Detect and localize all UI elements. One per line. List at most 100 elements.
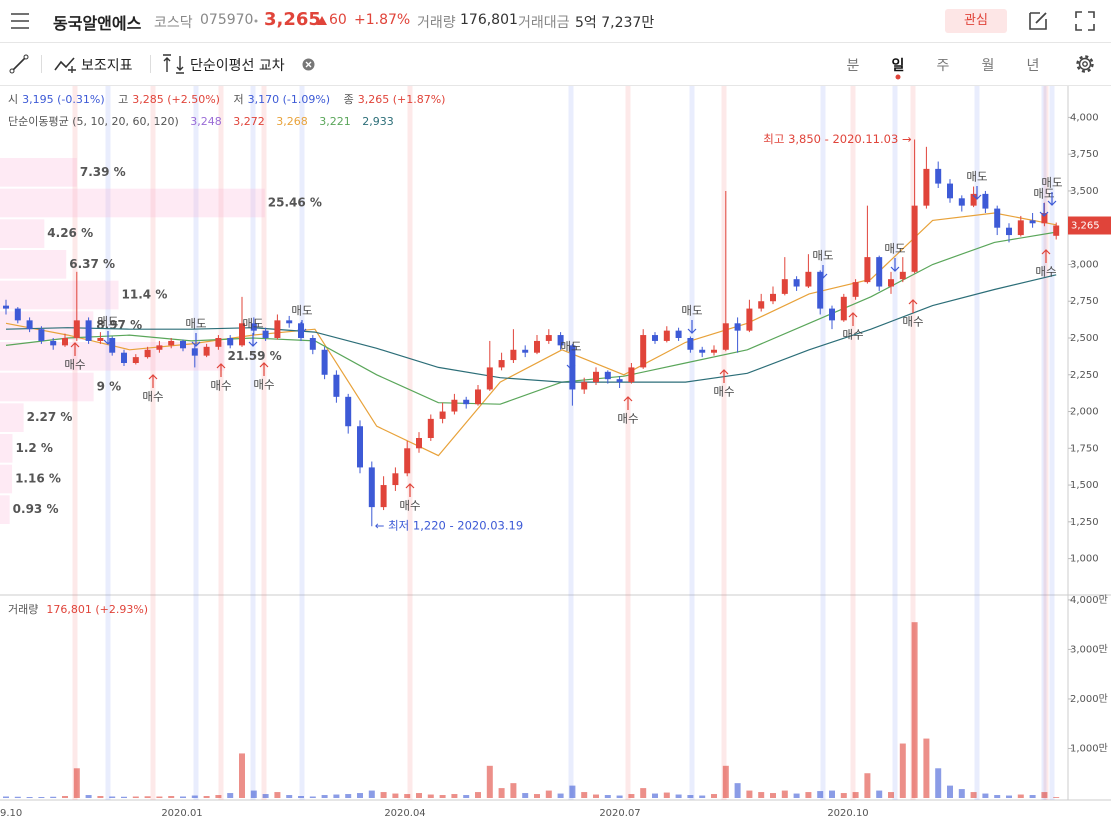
change-pct: +1.87% (354, 12, 411, 28)
period-tab[interactable]: 분 (846, 58, 860, 74)
volume-bar (451, 794, 458, 798)
profile-bar (0, 280, 119, 310)
volume-bar (829, 790, 835, 798)
change: 60 (329, 12, 347, 28)
signal-stripe (407, 86, 413, 800)
fullscreen-icon[interactable] (1074, 10, 1096, 32)
plot: 7.39 %25.46 %4.26 %6.37 %11.4 %8.97 %21.… (0, 86, 1060, 800)
buy-arrow (623, 396, 633, 410)
period-tab-selected[interactable]: 일 (891, 58, 905, 74)
candle-body (85, 320, 92, 341)
candle-body (793, 279, 800, 287)
volume-bar (439, 795, 446, 798)
volume-bar (746, 790, 753, 798)
candle-body (935, 168, 942, 184)
sell-signal: 매도 (97, 315, 118, 329)
buy-arrow (719, 369, 729, 383)
sell-signal: 매도 (681, 304, 702, 318)
label: 시 (8, 93, 19, 106)
candle-body (888, 279, 894, 287)
candle-body (746, 308, 753, 331)
sell-signal: 매도 (1033, 187, 1054, 201)
watch-button[interactable]: 관심 (945, 9, 1007, 33)
volume-bar (758, 792, 765, 798)
value: 3,265 (+1.87%) (357, 93, 446, 106)
signal-stripe (193, 86, 199, 800)
price: 3,265 (264, 9, 321, 30)
candle-body (734, 323, 741, 331)
candle-body (522, 349, 529, 353)
volume-bar (85, 795, 92, 798)
volume-bar (888, 792, 894, 798)
edit-icon[interactable] (1027, 10, 1049, 32)
buy-arrow (70, 342, 80, 356)
volume-bar (309, 796, 316, 798)
ohlc-info: 시 3,195 (-0.31%) 고 3,285 (+2.50%) 저 3,170 (… (8, 91, 449, 107)
period-tab[interactable]: 주 (936, 58, 950, 74)
period-tab[interactable]: 월 (981, 58, 995, 74)
profile-bar (0, 188, 265, 218)
signal-stripe (689, 86, 695, 800)
volume-bar (935, 768, 942, 798)
candle-body (545, 335, 552, 341)
candle-body (1006, 227, 1012, 236)
sell-signal: 매도 (812, 249, 833, 263)
remove-icon[interactable] (302, 58, 315, 71)
settings-icon[interactable] (1074, 53, 1096, 75)
up-triangle (317, 16, 327, 25)
signal-stripe (72, 86, 78, 800)
volume-bar (722, 765, 729, 798)
volume-bar (250, 790, 257, 798)
signal-stripe (261, 86, 267, 800)
indicators-button[interactable]: 보조지표 (81, 58, 133, 74)
signal-stripe (625, 86, 631, 800)
candle-body (899, 271, 906, 280)
volume-bar (569, 785, 576, 798)
candle-body (510, 349, 517, 361)
draw-icon[interactable] (9, 54, 29, 74)
x-tick-label: 9.10 (0, 808, 22, 819)
sell-arrow (1047, 192, 1057, 206)
sell-signal: 매도 (884, 242, 905, 256)
volume-bar (663, 792, 670, 798)
volume-bar (864, 773, 871, 798)
y-tick-label: 2,000 (1070, 407, 1099, 418)
candle-body (345, 396, 352, 427)
profile-bar (0, 250, 67, 279)
volume-bar (427, 794, 434, 798)
candle-body (416, 438, 422, 449)
candle-body (652, 335, 658, 341)
y-tick-label: 3,500 (1070, 186, 1099, 197)
profile-label: 9 % (97, 380, 122, 394)
market: 코스닥 (154, 15, 193, 31)
signal-stripe (910, 86, 916, 800)
separator (254, 19, 258, 23)
buy-signal: 매수 (64, 358, 85, 372)
volume-bar (121, 796, 127, 798)
candle-body (498, 360, 505, 368)
cross-button[interactable]: 단순이평선 교차 (190, 58, 285, 74)
amount-label: 거래대금 (518, 15, 570, 31)
candle-body (26, 320, 33, 330)
buy-signal: 매수 (142, 390, 163, 404)
candle-body (628, 367, 635, 383)
volume-bar (26, 797, 33, 798)
cross-icon[interactable] (162, 54, 186, 74)
indicator-icon[interactable] (54, 55, 76, 73)
volume-bar (215, 795, 222, 798)
candle-body (675, 330, 682, 338)
volume-bar (475, 792, 481, 798)
buy-signal: 매수 (210, 379, 231, 393)
profile-bar (0, 372, 94, 402)
candle-body (392, 473, 399, 486)
period-tab[interactable]: 년 (1026, 58, 1040, 74)
menu-icon[interactable] (10, 12, 30, 30)
label: 단순이동평균 (5, 10, 20, 60, 120) (8, 115, 179, 128)
signal-stripe (1049, 86, 1055, 800)
candle-body (817, 271, 824, 309)
candle-body (333, 374, 340, 397)
volume-bar (899, 743, 906, 798)
volume-bar (534, 794, 540, 798)
value: 3,285 (+2.50%) (132, 93, 220, 106)
